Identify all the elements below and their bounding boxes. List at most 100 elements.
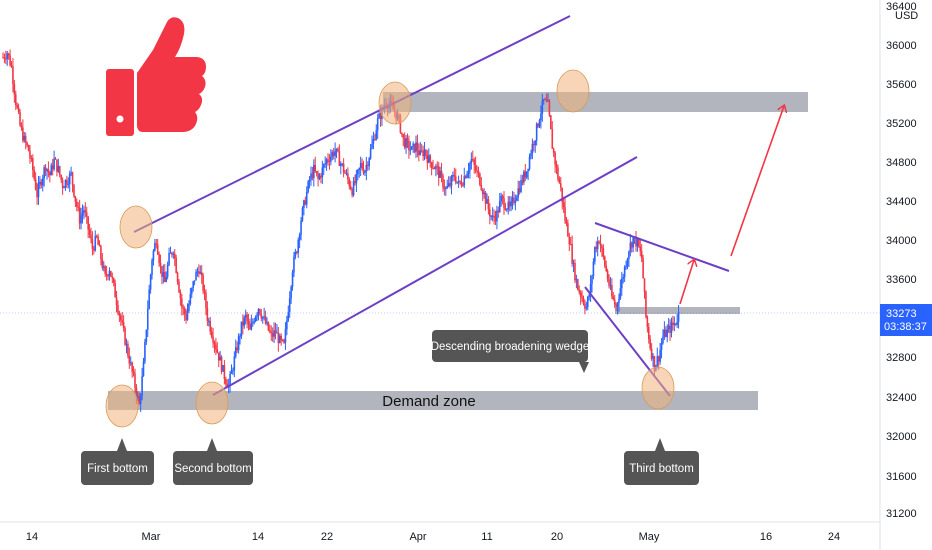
candle-body [497, 210, 500, 213]
candle-body [659, 349, 661, 362]
candle-body [589, 283, 592, 295]
candle-body [507, 201, 510, 210]
last-price-value: 33273 [886, 308, 917, 320]
candle-body [565, 220, 568, 224]
time-axis[interactable]: 14 Mar 14 22 Apr 11 20 May 16 24 [0, 521, 880, 543]
candle-body [33, 170, 36, 179]
candle-body [401, 132, 403, 134]
candle-body [359, 162, 362, 168]
candle-body [454, 176, 457, 183]
candle-body [105, 273, 108, 276]
candle-body [606, 270, 609, 280]
candle-body [83, 210, 85, 213]
candle-body [207, 320, 210, 322]
candle-body [635, 236, 637, 247]
candle-body [625, 266, 627, 268]
candle-body [61, 179, 64, 188]
candle-body [127, 343, 129, 356]
candle-body [571, 244, 573, 264]
demand-zone [108, 391, 758, 410]
candle-body [286, 320, 288, 330]
candle-body [528, 156, 531, 169]
candle-body [266, 321, 268, 324]
candle-body [287, 311, 290, 321]
candle-body [364, 171, 366, 174]
candle-body [611, 285, 613, 297]
candle-body [288, 298, 291, 312]
candle-body [112, 278, 115, 283]
candle-body [202, 275, 204, 291]
candle-body [652, 356, 654, 359]
candle-body [351, 189, 353, 196]
candle-body [481, 189, 484, 195]
candle-body [22, 127, 24, 141]
candle-body [347, 173, 349, 180]
candle-body [426, 155, 429, 163]
candle-body [592, 261, 595, 277]
candle-body [271, 333, 274, 337]
candle-body [155, 243, 158, 245]
candle-body [108, 270, 111, 277]
candle-body [354, 180, 356, 184]
candle-body [413, 143, 416, 152]
x-tick-label: 22 [321, 531, 333, 543]
candle-body [598, 241, 600, 243]
candle-body [223, 365, 226, 380]
candle-body [623, 266, 626, 278]
candle-body [471, 159, 474, 161]
candle-body [663, 329, 666, 337]
candle-body [554, 152, 556, 165]
candle-body [504, 208, 507, 210]
candle-body [647, 326, 650, 340]
candle-body [293, 256, 295, 273]
candle-body [591, 276, 593, 284]
candle-body [183, 308, 186, 315]
candle-body [118, 312, 121, 316]
candle-body [469, 163, 471, 171]
third-bottom-callout-label: Third bottom [629, 463, 694, 475]
candle-body [84, 210, 87, 213]
candle-body [159, 263, 162, 266]
candle-body [372, 139, 375, 144]
candle-body [660, 343, 663, 350]
resistance-zone [383, 92, 808, 112]
candle-body [128, 355, 131, 364]
candle-body [643, 278, 646, 292]
candle-body [259, 309, 261, 315]
candle-body [200, 272, 203, 276]
candle-body [415, 142, 417, 152]
x-tick-label: 20 [551, 531, 563, 543]
candle-body [81, 212, 84, 216]
candle-body [656, 356, 659, 366]
candle-body [163, 271, 166, 282]
candle-body [567, 223, 569, 237]
candle-body [17, 107, 20, 113]
candle-body [261, 316, 264, 319]
target-arrow [730, 106, 784, 257]
candle-body [276, 332, 278, 334]
double-top-marker [556, 69, 590, 113]
candle-body [575, 279, 578, 281]
candle-body [220, 356, 223, 372]
candle-body [239, 336, 241, 338]
y-tick-label: 32800 [886, 352, 917, 364]
candle-body [244, 314, 247, 318]
candle-body [548, 100, 551, 116]
candle-body [368, 158, 370, 166]
candle-body [229, 373, 231, 385]
candle-body [257, 309, 260, 315]
candle-body [225, 379, 227, 384]
candle-body [379, 113, 382, 120]
price-axis[interactable]: 31200 31600 32000 32400 32800 33600 34000 34400… [879, 0, 917, 550]
candle-body [93, 249, 95, 251]
candle-body [345, 173, 348, 175]
candle-body [51, 165, 54, 170]
candle-body [176, 272, 179, 282]
candle-body [43, 167, 45, 179]
candle-body [669, 325, 671, 333]
candle-body [98, 244, 101, 247]
second-bottom-callout: Second bottom [173, 438, 253, 485]
candle-body [9, 55, 11, 66]
candle-body [242, 321, 244, 326]
